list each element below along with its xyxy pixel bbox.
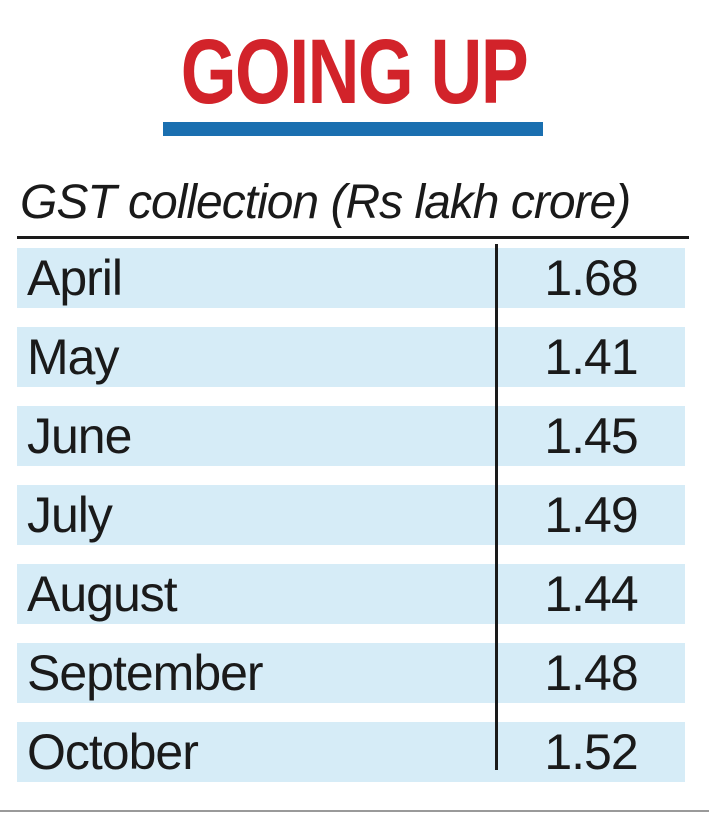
title-underline [163, 122, 543, 136]
collection-value: 1.48 [544, 645, 638, 701]
month-label: September [27, 645, 264, 701]
data-table: April 1.68 May 1.41 June 1.45 July 1.49 August 1.… [17, 248, 685, 801]
table-row: September 1.48 [17, 643, 685, 703]
bottom-border [0, 810, 709, 812]
table-row: May 1.41 [17, 327, 685, 387]
chart-title: GOING UP [180, 21, 529, 123]
table-row: August 1.44 [17, 564, 685, 624]
month-label: June [27, 408, 132, 464]
collection-value: 1.45 [544, 408, 638, 464]
month-label: August [27, 566, 178, 622]
table-row: July 1.49 [17, 485, 685, 545]
table-row: October 1.52 [17, 722, 685, 782]
column-divider [495, 244, 498, 770]
collection-value: 1.44 [544, 566, 638, 622]
collection-value: 1.68 [544, 250, 638, 306]
month-label: April [27, 250, 123, 306]
table-row: April 1.68 [17, 248, 685, 308]
month-label: October [27, 724, 199, 780]
month-label: May [27, 329, 119, 385]
collection-value: 1.41 [544, 329, 638, 385]
subtitle-underline [17, 236, 689, 239]
table-subtitle: GST collection (Rs lakh crore) [20, 176, 631, 229]
collection-value: 1.52 [544, 724, 638, 780]
table-row: June 1.45 [17, 406, 685, 466]
collection-value: 1.49 [544, 487, 638, 543]
month-label: July [27, 487, 113, 543]
